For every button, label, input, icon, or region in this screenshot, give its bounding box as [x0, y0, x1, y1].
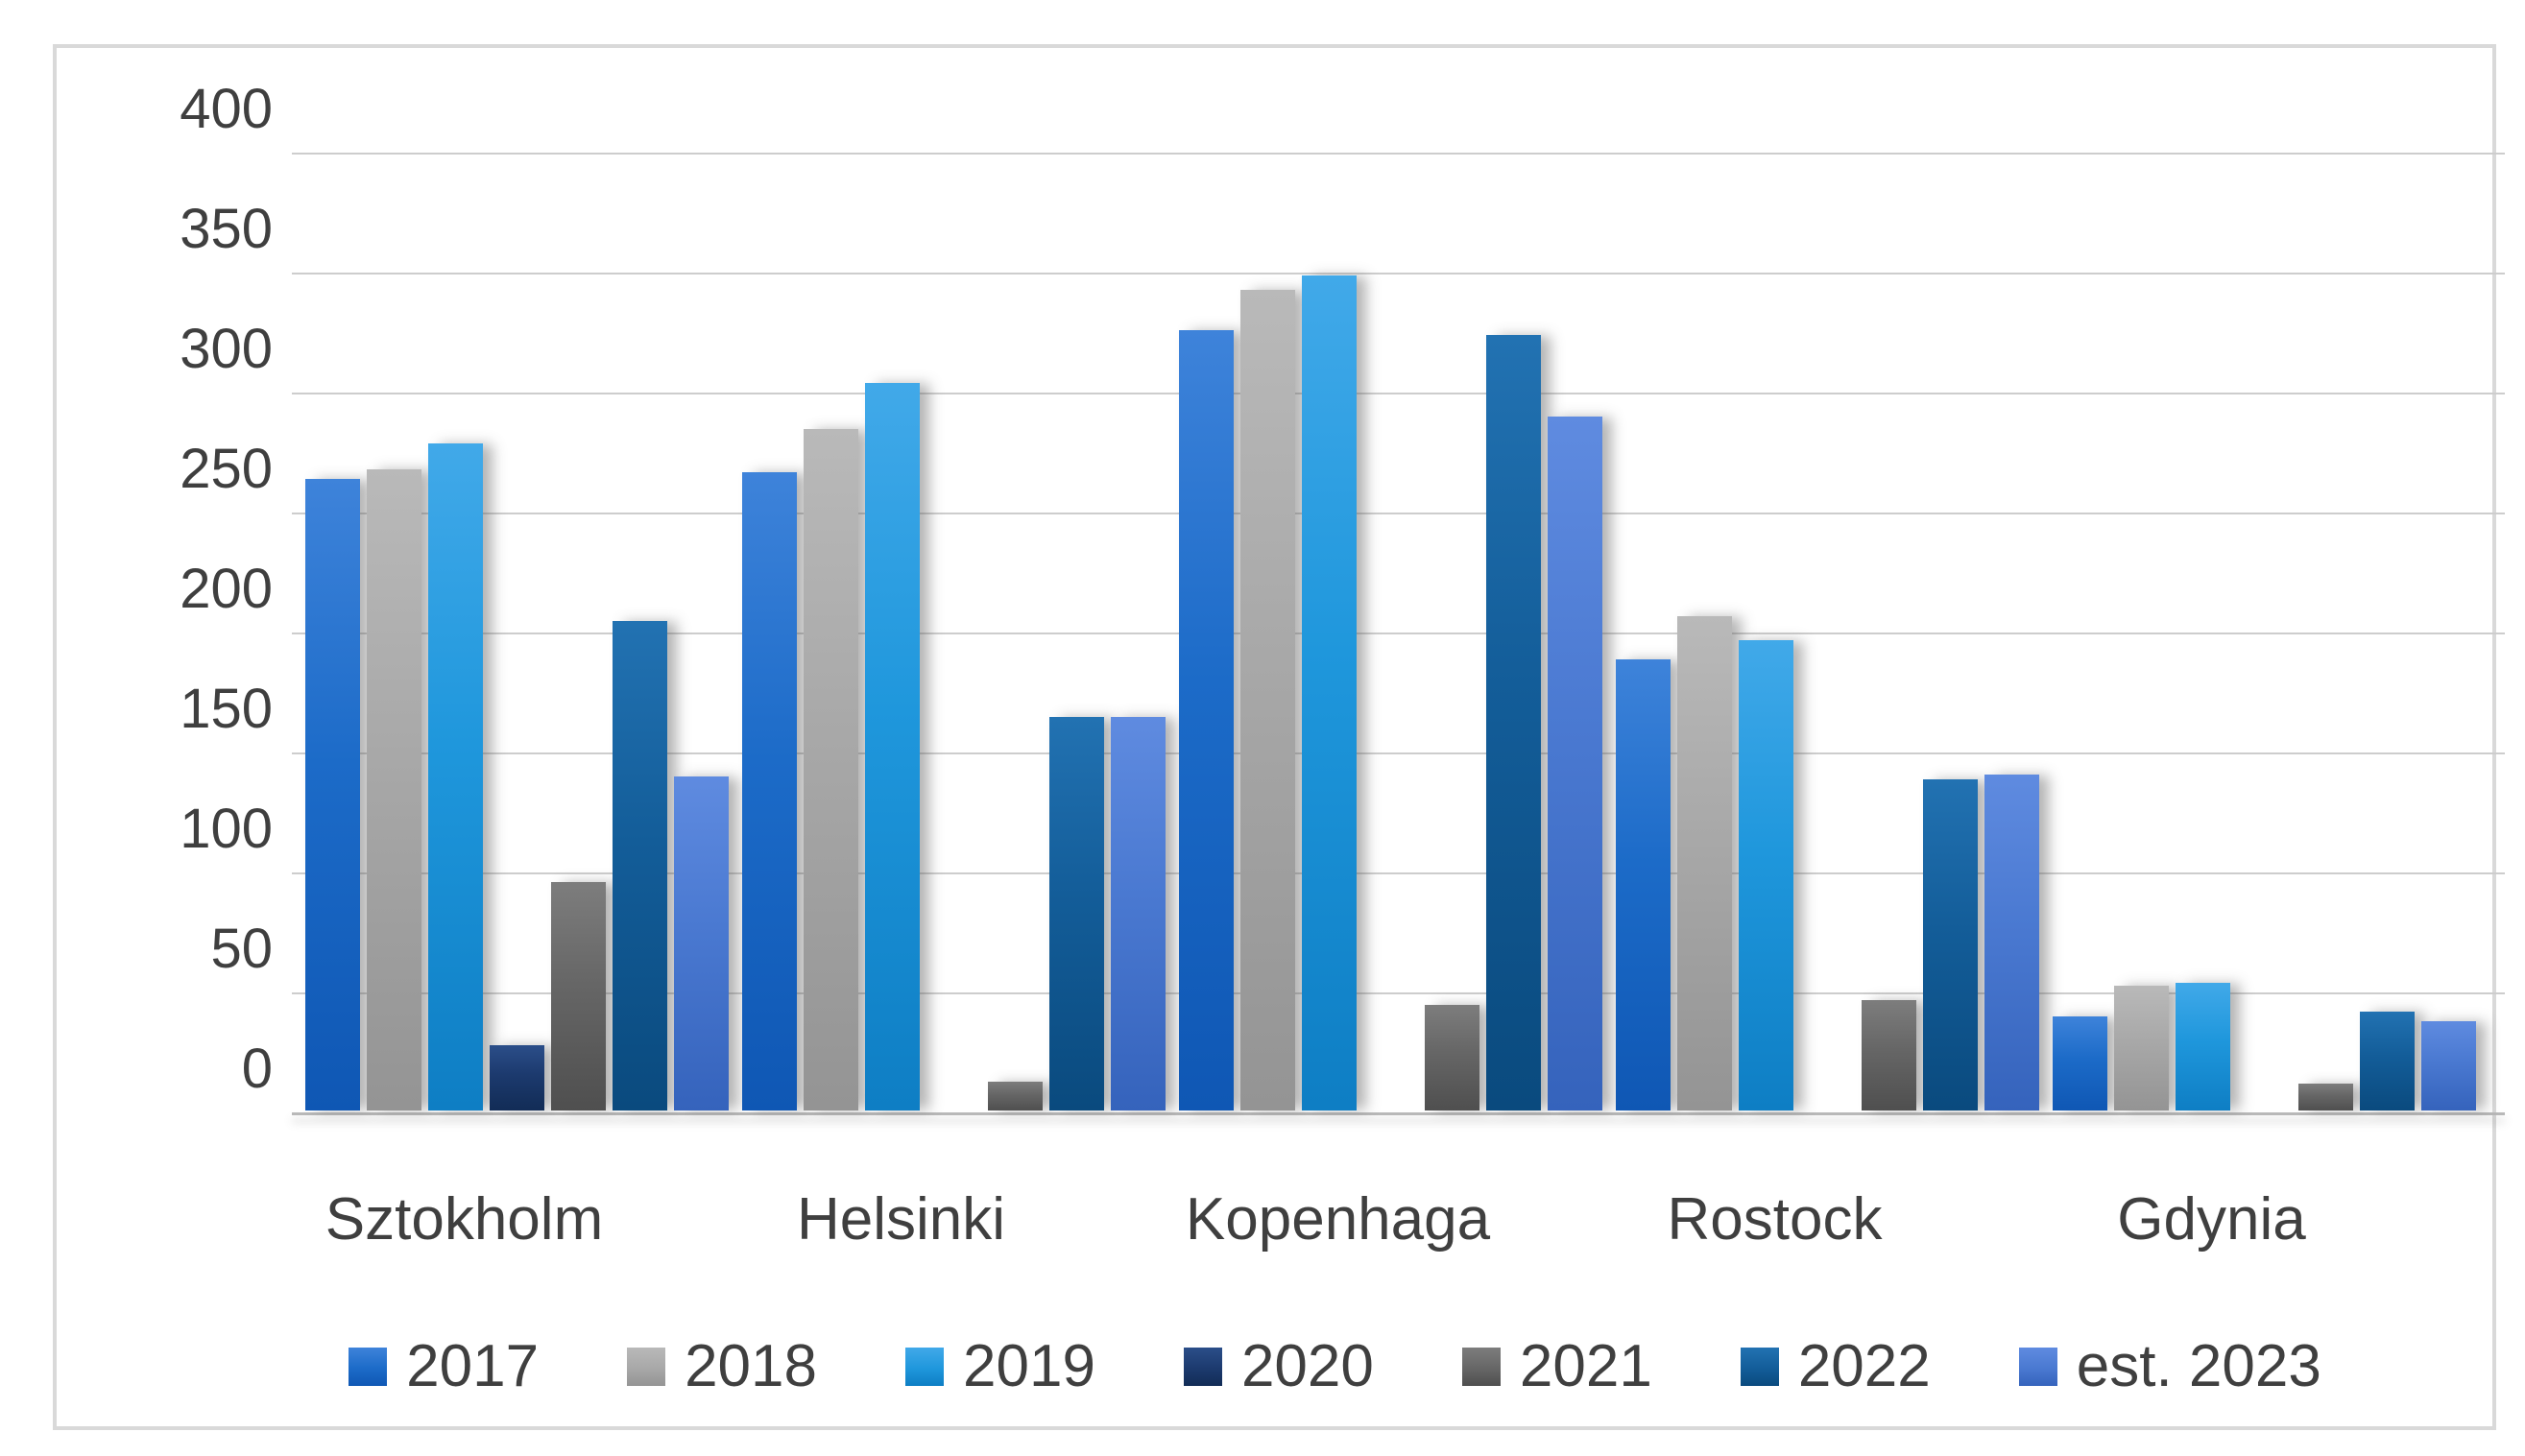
category-label-gdynia: Gdynia — [2117, 1186, 2306, 1253]
legend-swatch-icon — [1740, 1347, 1779, 1386]
legend-swatch-icon — [2018, 1347, 2057, 1386]
legend-item-2017: 2017 — [349, 1332, 539, 1400]
bar-kopenhaga-est-2023 — [1548, 417, 1602, 1110]
bar-gdynia-2019 — [2176, 983, 2230, 1110]
gridline-200 — [292, 633, 2505, 634]
bar-rostock-2018 — [1677, 616, 1732, 1110]
y-axis: 400 350 300 250 200 150 100 50 0 — [114, 48, 273, 1426]
category-label-rostock: Rostock — [1667, 1186, 1883, 1253]
bar-sztokholm-2022 — [613, 621, 667, 1110]
bar-gdynia-2021 — [2298, 1084, 2353, 1110]
y-tick-label-300: 300 — [180, 318, 273, 380]
gridline-300 — [292, 393, 2505, 394]
legend: 2017 2018 2019 2020 2021 2022 est. 2023 — [113, 1332, 2525, 1400]
bar-helsinki-2021 — [988, 1082, 1043, 1110]
bar-rostock-2017 — [1616, 659, 1671, 1110]
bar-group-kopenhaga — [1179, 154, 1602, 1110]
legend-swatch-icon — [1183, 1347, 1222, 1386]
bar-kopenhaga-2022 — [1486, 335, 1541, 1110]
y-tick-label-150: 150 — [180, 678, 273, 740]
legend-label: 2019 — [963, 1333, 1095, 1399]
legend-item-2022: 2022 — [1740, 1332, 1931, 1400]
bar-sztokholm-2019 — [428, 443, 483, 1110]
category-label-helsinki: Helsinki — [796, 1186, 1006, 1253]
gridline-350 — [292, 273, 2505, 274]
legend-item-2021: 2021 — [1461, 1332, 1652, 1400]
gridline-150 — [292, 752, 2505, 754]
legend-swatch-icon — [905, 1347, 945, 1386]
bar-helsinki-2022 — [1049, 717, 1104, 1110]
x-axis-baseline — [292, 1112, 2505, 1115]
legend-swatch-icon — [349, 1347, 388, 1386]
gridline-400 — [292, 153, 2505, 155]
bar-helsinki-est-2023 — [1111, 717, 1166, 1110]
bar-gdynia-est-2023 — [2421, 1021, 2476, 1110]
legend-label: 2018 — [685, 1333, 818, 1399]
bar-sztokholm-2018 — [367, 469, 421, 1110]
bar-rostock-2019 — [1739, 640, 1793, 1110]
y-tick-label-0: 0 — [241, 1038, 273, 1100]
bar-rostock-2021 — [1862, 1000, 1916, 1110]
legend-swatch-icon — [627, 1347, 666, 1386]
legend-label: 2017 — [406, 1333, 540, 1399]
legend-label: 2022 — [1797, 1333, 1931, 1399]
bar-rostock-est-2023 — [1984, 775, 2039, 1110]
bar-helsinki-2018 — [804, 429, 858, 1110]
legend-item-est-2023: est. 2023 — [2018, 1332, 2321, 1400]
bar-sztokholm-2020 — [490, 1045, 544, 1110]
legend-item-2019: 2019 — [905, 1332, 1095, 1400]
legend-item-2020: 2020 — [1183, 1332, 1374, 1400]
y-tick-label-350: 350 — [180, 198, 273, 260]
bar-group-rostock — [1616, 154, 2039, 1110]
category-label-sztokholm: Sztokholm — [325, 1186, 604, 1253]
bar-kopenhaga-2021 — [1425, 1005, 1479, 1110]
bar-sztokholm-2017 — [305, 479, 360, 1110]
gridline-250 — [292, 513, 2505, 514]
y-tick-label-200: 200 — [180, 558, 273, 620]
legend-label: 2021 — [1519, 1333, 1652, 1399]
y-tick-label-400: 400 — [180, 78, 273, 140]
bar-group-sztokholm — [305, 154, 729, 1110]
bar-group-helsinki — [742, 154, 1166, 1110]
bar-gdynia-2022 — [2360, 1012, 2415, 1110]
plot-area — [292, 153, 2505, 1115]
category-label-kopenhaga: Kopenhaga — [1185, 1186, 1491, 1253]
bar-helsinki-2019 — [865, 383, 920, 1110]
bar-sztokholm-est-2023 — [674, 776, 729, 1110]
bar-group-gdynia — [2053, 154, 2476, 1110]
bar-kopenhaga-2017 — [1179, 330, 1234, 1110]
legend-item-2018: 2018 — [627, 1332, 817, 1400]
bar-gdynia-2018 — [2114, 986, 2169, 1110]
gridline-50 — [292, 992, 2505, 994]
bar-sztokholm-2021 — [551, 882, 606, 1110]
y-tick-label-250: 250 — [180, 438, 273, 500]
legend-label: est. 2023 — [2076, 1333, 2321, 1399]
legend-label: 2020 — [1240, 1333, 1374, 1399]
y-tick-label-50: 50 — [210, 918, 273, 980]
bar-rostock-2022 — [1923, 779, 1978, 1110]
bar-gdynia-2017 — [2053, 1016, 2107, 1110]
gridline-100 — [292, 872, 2505, 874]
bar-kopenhaga-2018 — [1240, 290, 1295, 1110]
bar-kopenhaga-2019 — [1302, 275, 1357, 1110]
chart-frame: 400 350 300 250 200 150 100 50 0 Sztokholm Helsin… — [53, 44, 2505, 1430]
legend-swatch-icon — [1461, 1347, 1501, 1386]
y-tick-label-100: 100 — [180, 798, 273, 860]
bar-helsinki-2017 — [742, 472, 797, 1110]
